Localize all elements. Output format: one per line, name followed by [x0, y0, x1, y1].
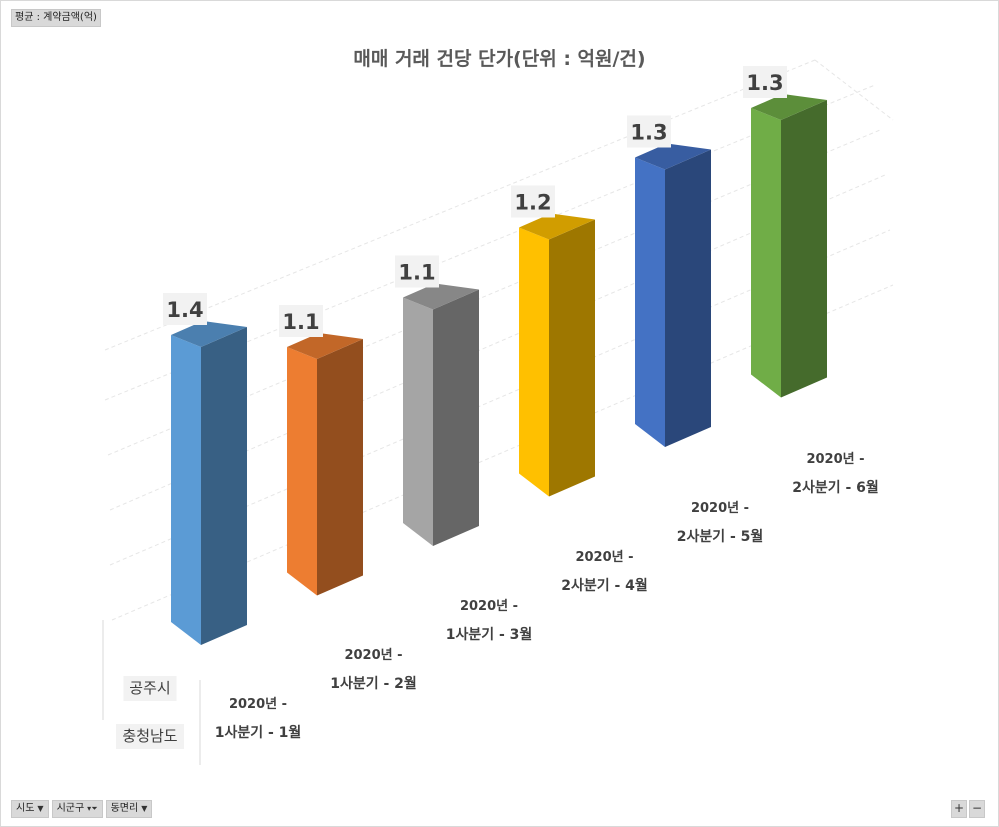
value-field-button[interactable]: 평균 : 계약금액(억): [11, 9, 101, 27]
bar-front-face: [635, 157, 665, 447]
bar[interactable]: [519, 213, 595, 497]
category-label-period: 1사분기 - 2월: [330, 675, 417, 692]
bar-top-face: [171, 321, 247, 347]
outer-category-box: [116, 724, 184, 749]
dropdown-caret-icon: ▼: [141, 804, 148, 813]
bars: [171, 94, 827, 645]
data-label: 1.1: [279, 305, 323, 337]
data-label: 1.4: [163, 293, 207, 325]
filter-icon: ▾⏷: [87, 804, 98, 813]
bar-top-face: [751, 94, 827, 120]
data-label: 1.2: [511, 185, 555, 218]
data-label-box: [743, 66, 787, 98]
bar-side-face: [317, 339, 363, 596]
bar-side-face: [549, 219, 595, 497]
bar-front-face: [171, 335, 201, 645]
bar-front-face: [751, 108, 781, 398]
bar-top-face: [519, 213, 595, 240]
bar-side-face: [433, 289, 479, 546]
field-button-dongmyeonri[interactable]: 동면리 ▼: [105, 800, 153, 818]
data-label-text: 1.3: [746, 71, 783, 95]
data-label-box: [279, 305, 323, 337]
bar-side-face: [781, 100, 827, 398]
data-label-text: 1.3: [630, 121, 667, 145]
gridline: [104, 59, 816, 351]
data-label-box: [627, 115, 671, 148]
bar-front-face: [403, 297, 433, 546]
gridline: [104, 84, 876, 401]
chart-title: 매매 거래 건당 단가(단위 : 억원/건): [353, 48, 646, 70]
category-labels: 2020년 - 1사분기 - 1월 2020년 - 1사분기 - 2월 2020년 - 1…: [215, 452, 879, 741]
axis-field-buttons: 시도 ▼ 시군구 ▾⏷ 동면리 ▼: [11, 800, 153, 818]
category-label-period: 2사분기 - 4월: [561, 577, 648, 594]
category-label-period: 2사분기 - 5월: [677, 528, 764, 545]
outer-category-label: 충청남도: [116, 724, 184, 749]
category-label-year: 2020년 -: [344, 648, 402, 663]
outer-category-box: [123, 676, 177, 701]
bar[interactable]: [403, 283, 479, 547]
bar-side-face: [665, 149, 711, 447]
outer-category-label: 공주시: [123, 676, 177, 701]
collapse-button[interactable]: −: [969, 800, 985, 818]
expand-button[interactable]: +: [951, 800, 967, 818]
data-label: 1.3: [743, 66, 787, 98]
data-label: 1.3: [627, 115, 671, 148]
category-label-year: 2020년 -: [460, 599, 518, 614]
field-label-dongmyeonri: 동면리: [110, 803, 139, 814]
dropdown-caret-icon: ▼: [37, 804, 44, 813]
bar[interactable]: [171, 321, 247, 645]
category-label-year: 2020년 -: [575, 550, 633, 565]
field-label-sido: 시도: [16, 803, 35, 814]
bar[interactable]: [751, 94, 827, 398]
data-label-text: 1.4: [166, 298, 203, 322]
bar-front-face: [519, 227, 549, 497]
data-label-box: [511, 185, 555, 218]
outer-category-text: 공주시: [129, 679, 170, 697]
outer-category-text: 충청남도: [122, 727, 177, 745]
field-label-sigungu: 시군구: [56, 803, 85, 814]
data-label-box: [395, 255, 439, 288]
zoom-controls: + −: [951, 800, 985, 818]
field-button-sido[interactable]: 시도 ▼: [11, 800, 49, 818]
data-label-text: 1.2: [514, 191, 551, 215]
category-label-year: 2020년 -: [806, 452, 864, 467]
bar-top-face: [403, 283, 479, 310]
field-button-sigungu[interactable]: 시군구 ▾⏷: [51, 800, 103, 818]
data-label: 1.1: [395, 255, 439, 288]
category-label-year: 2020년 -: [229, 697, 287, 712]
bar[interactable]: [287, 333, 363, 596]
category-label-period: 1사분기 - 3월: [446, 626, 533, 643]
category-label-period: 2사분기 - 6월: [792, 479, 879, 496]
category-label-year: 2020년 -: [691, 501, 749, 516]
bar-top-face: [287, 333, 363, 359]
gridline: [814, 59, 894, 121]
data-label-box: [163, 293, 207, 325]
category-label-period: 1사분기 - 1월: [215, 724, 302, 741]
data-labels: 1.4 1.1 1.1 1.2 1.3 1.3: [163, 66, 787, 337]
bar-front-face: [287, 347, 317, 596]
bar-side-face: [201, 327, 247, 645]
bar-top-face: [635, 143, 711, 170]
data-label-text: 1.1: [282, 310, 319, 334]
data-label-text: 1.1: [398, 261, 435, 285]
bar[interactable]: [635, 143, 711, 448]
